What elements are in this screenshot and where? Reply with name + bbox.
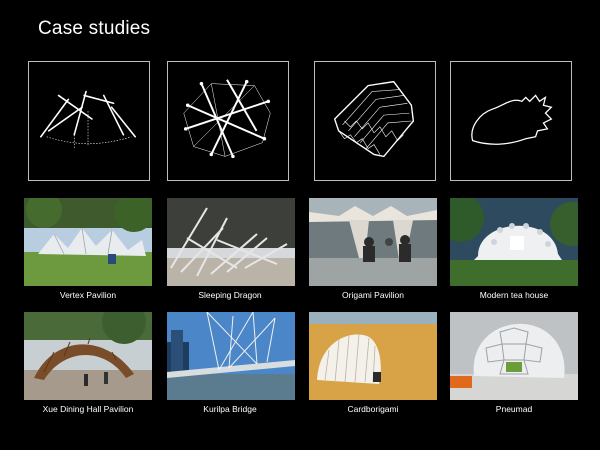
reciprocal-sticks-icon xyxy=(183,79,271,159)
cardborigami-caption: Cardborigami xyxy=(347,404,399,414)
reciprocal-frame-arch-icon xyxy=(40,90,137,149)
sleeping-dragon-diagram xyxy=(167,61,289,181)
modern-tea-house-photo xyxy=(450,198,578,286)
slide-title: Case studies xyxy=(38,18,151,39)
xue-dining-hall-photo xyxy=(24,312,152,400)
origami-pavilion-diagram xyxy=(314,61,436,181)
folded-vault-icon xyxy=(333,80,415,158)
kurilpa-bridge-photo xyxy=(167,312,295,400)
sleeping-dragon-caption: Sleeping Dragon xyxy=(198,290,262,300)
inflatable-outline-icon xyxy=(471,94,553,145)
pneumad-caption: Pneumad xyxy=(495,404,533,414)
cardborigami-photo xyxy=(309,312,437,400)
modern-tea-house-diagram xyxy=(450,61,572,181)
xue-dining-hall-caption: Xue Dining Hall Pavilion xyxy=(42,404,134,414)
vertex-pavilion-photo xyxy=(24,198,152,286)
vertex-pavilion-diagram xyxy=(28,61,150,181)
sleeping-dragon-photo xyxy=(167,198,295,286)
vertex-pavilion-caption: Vertex Pavilion xyxy=(59,290,117,300)
origami-pavilion-photo xyxy=(309,198,437,286)
kurilpa-bridge-caption: Kurilpa Bridge xyxy=(203,404,257,414)
pneumad-photo xyxy=(450,312,578,400)
modern-tea-house-caption: Modern tea house xyxy=(479,290,549,300)
origami-pavilion-caption: Origami Pavilion xyxy=(342,290,404,300)
